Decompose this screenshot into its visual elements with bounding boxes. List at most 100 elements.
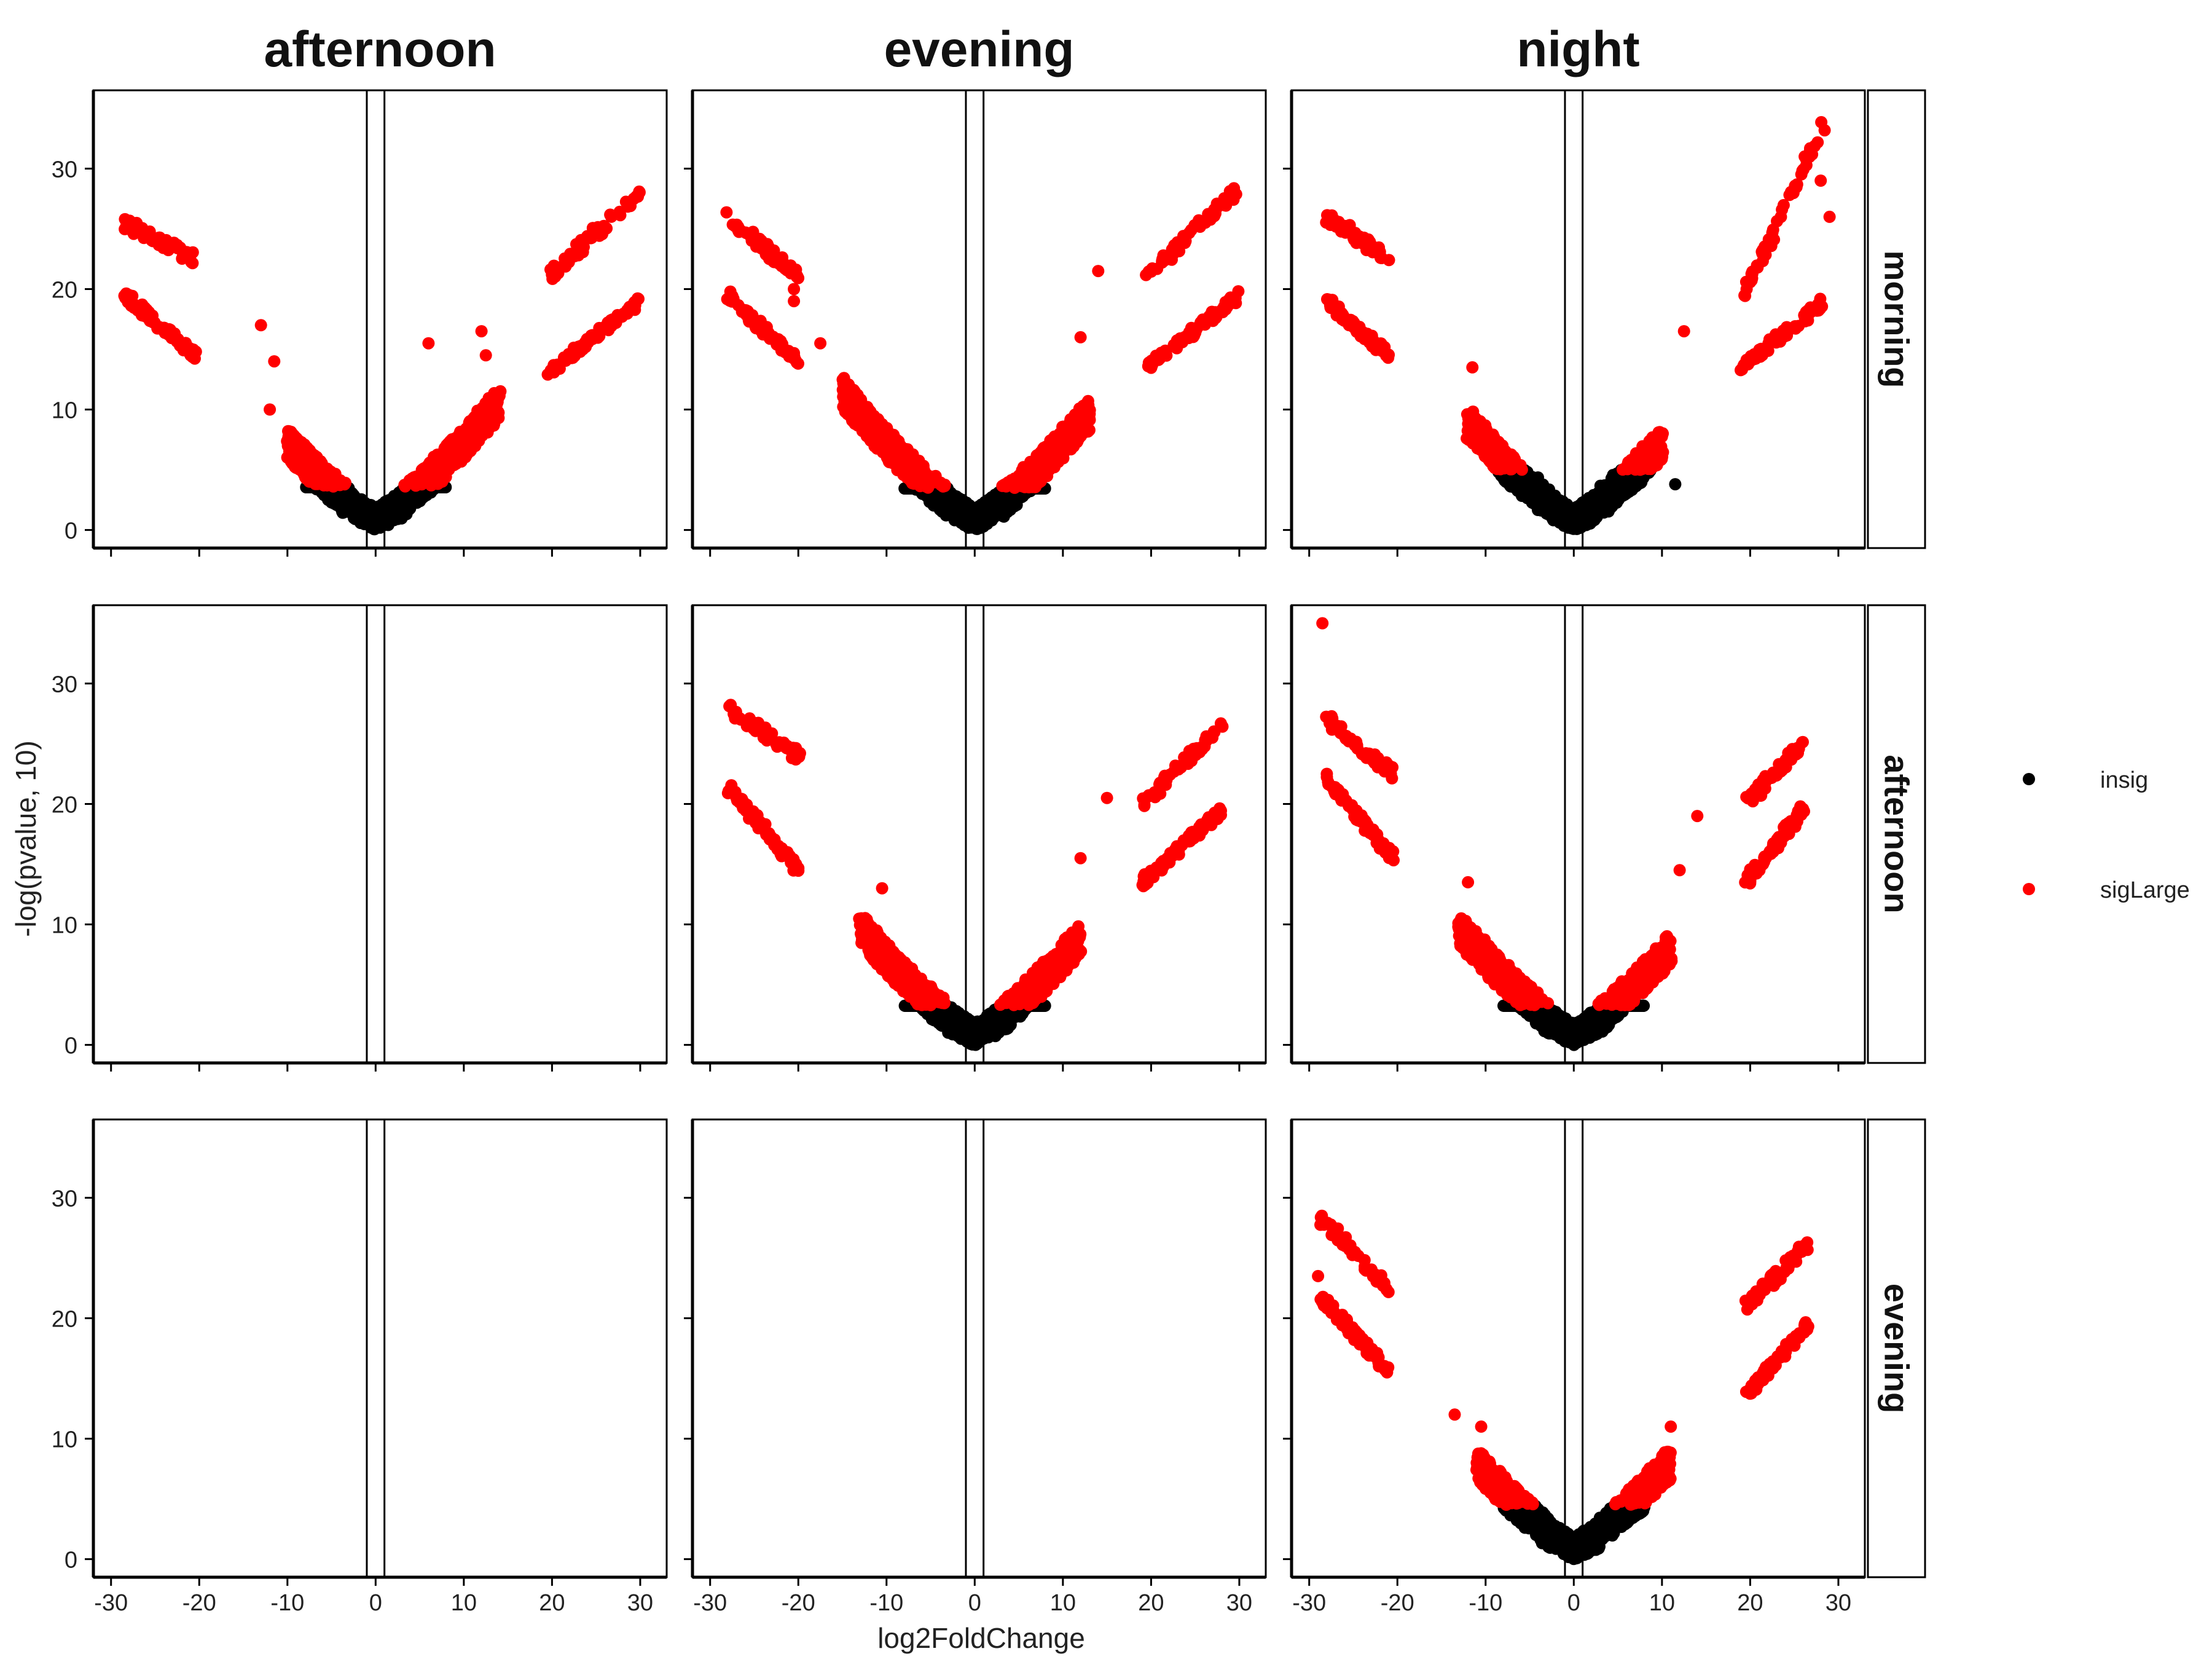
insig-point xyxy=(352,496,364,508)
siglarge-point xyxy=(480,349,492,361)
siglarge-point xyxy=(732,299,745,312)
siglarge-point xyxy=(1791,178,1803,190)
siglarge-point xyxy=(1230,188,1242,200)
siglarge-point xyxy=(1040,455,1053,467)
insig-point xyxy=(965,506,978,519)
insig-point xyxy=(1581,514,1593,526)
siglarge-point xyxy=(1052,439,1064,452)
siglarge-point xyxy=(122,292,134,304)
siglarge-point xyxy=(466,428,479,441)
siglarge-point xyxy=(632,190,644,203)
siglarge-point xyxy=(783,349,795,361)
siglarge-point xyxy=(844,381,856,393)
siglarge-point xyxy=(1159,254,1171,267)
siglarge-point xyxy=(814,337,826,350)
siglarge-point xyxy=(1207,315,1219,327)
siglarge-point xyxy=(136,299,148,311)
siglarge-point xyxy=(740,309,753,321)
siglarge-point xyxy=(1180,235,1192,247)
siglarge-point xyxy=(412,476,425,488)
siglarge-point xyxy=(590,331,602,343)
siglarge-point xyxy=(1625,454,1637,466)
siglarge-point xyxy=(574,346,586,358)
panels-layer xyxy=(93,90,1865,1577)
insig-point xyxy=(1591,502,1604,514)
insig-point xyxy=(384,508,396,520)
insig-point xyxy=(1537,498,1549,510)
siglarge-point xyxy=(456,427,468,439)
siglarge-point xyxy=(422,337,434,350)
siglarge-point xyxy=(312,455,324,468)
siglarge-point xyxy=(1156,347,1168,359)
panel xyxy=(692,90,1266,548)
siglarge-point xyxy=(398,479,410,491)
siglarge-point xyxy=(313,473,325,485)
siglarge-point xyxy=(1324,218,1336,230)
siglarge-point xyxy=(142,309,154,321)
siglarge-point xyxy=(887,436,899,448)
insig-point xyxy=(366,511,378,523)
siglarge-point xyxy=(294,461,307,473)
siglarge-point xyxy=(158,322,170,334)
siglarge-point xyxy=(898,464,910,477)
siglarge-point xyxy=(1220,301,1232,313)
siglarge-point xyxy=(762,329,774,342)
siglarge-point xyxy=(162,244,175,256)
siglarge-point xyxy=(549,363,561,375)
siglarge-point xyxy=(494,385,506,398)
siglarge-point xyxy=(909,471,922,483)
siglarge-point xyxy=(1467,406,1479,418)
siglarge-point xyxy=(788,283,800,296)
siglarge-point xyxy=(1496,461,1508,473)
siglarge-point xyxy=(476,407,488,420)
siglarge-point xyxy=(1467,426,1479,438)
siglarge-point xyxy=(788,295,800,307)
siglarge-point xyxy=(1778,199,1790,211)
siglarge-point xyxy=(632,292,644,305)
siglarge-point xyxy=(720,206,732,219)
siglarge-point xyxy=(445,460,457,472)
siglarge-point xyxy=(492,412,504,424)
siglarge-point xyxy=(1654,450,1666,462)
siglarge-point xyxy=(564,248,576,260)
panel-frame xyxy=(692,90,1266,548)
siglarge-point xyxy=(1185,224,1198,236)
siglarge-point xyxy=(769,253,781,265)
siglarge-point xyxy=(938,480,951,492)
siglarge-point xyxy=(1374,246,1386,258)
siglarge-point xyxy=(268,355,280,367)
siglarge-point xyxy=(907,452,919,464)
siglarge-point xyxy=(1185,322,1198,334)
siglarge-point xyxy=(255,319,267,331)
siglarge-point xyxy=(1378,342,1390,354)
insig-point xyxy=(1558,507,1570,519)
insig-point xyxy=(1006,497,1019,509)
siglarge-point xyxy=(283,425,295,437)
siglarge-point xyxy=(1068,422,1080,434)
panel-frame xyxy=(1292,90,1865,548)
siglarge-point xyxy=(732,224,745,237)
insig-point xyxy=(1630,476,1642,488)
siglarge-point xyxy=(1142,360,1155,372)
siglarge-point xyxy=(1798,151,1811,163)
siglarge-point xyxy=(1643,437,1655,450)
siglarge-point xyxy=(1763,233,1775,246)
siglarge-point xyxy=(1751,259,1763,272)
siglarge-point xyxy=(1505,449,1517,461)
siglarge-point xyxy=(747,225,759,238)
siglarge-point xyxy=(1347,228,1359,240)
siglarge-point xyxy=(548,260,560,272)
siglarge-point xyxy=(575,234,587,246)
insig-point xyxy=(340,503,352,515)
insig-point xyxy=(1511,483,1523,495)
siglarge-point xyxy=(761,238,774,250)
insig-point xyxy=(1528,481,1540,493)
siglarge-point xyxy=(844,406,857,418)
siglarge-point xyxy=(1202,208,1214,220)
siglarge-point xyxy=(1347,315,1359,327)
siglarge-point xyxy=(476,325,488,337)
siglarge-point xyxy=(1364,336,1376,348)
siglarge-point xyxy=(1643,463,1655,475)
siglarge-point xyxy=(1771,215,1783,227)
